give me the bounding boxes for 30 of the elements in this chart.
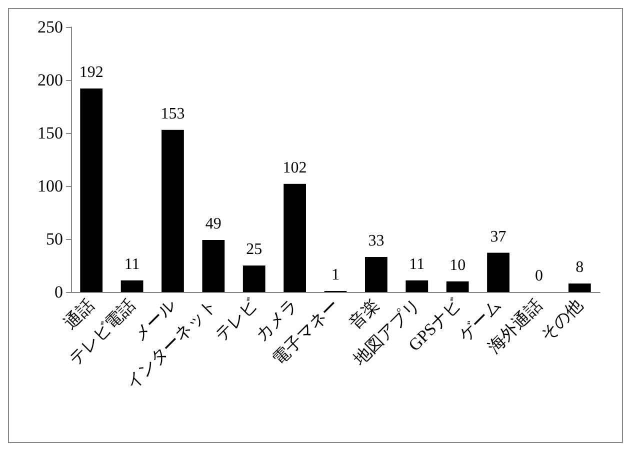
data-label: 1 (332, 266, 340, 284)
bar (487, 252, 510, 292)
bar (568, 284, 591, 292)
y-tick-label: 250 (38, 18, 63, 36)
bar (446, 281, 469, 292)
data-label: 37 (490, 228, 506, 246)
bar (365, 257, 388, 292)
data-label: 0 (534, 268, 543, 284)
data-label: 192 (79, 64, 104, 81)
data-label: 33 (368, 232, 384, 250)
bar (120, 280, 144, 292)
bar (80, 88, 103, 292)
data-label: 11 (124, 256, 140, 273)
data-label: 102 (282, 159, 307, 176)
y-tick-label: 50 (46, 230, 63, 248)
data-label: 49 (205, 216, 222, 233)
data-label: 11 (409, 256, 425, 273)
data-label: 8 (576, 259, 584, 276)
bar (242, 266, 266, 292)
bar (284, 184, 306, 292)
bar (162, 130, 184, 292)
y-tick-label: 0 (54, 282, 63, 302)
data-label: 153 (160, 105, 185, 122)
bar (202, 240, 225, 292)
y-tick-label: 200 (38, 70, 63, 90)
data-label: 25 (246, 241, 262, 258)
data-label: 10 (450, 256, 466, 274)
y-tick-label: 150 (38, 124, 63, 142)
bar (406, 280, 428, 292)
y-tick-label: 100 (38, 176, 63, 196)
